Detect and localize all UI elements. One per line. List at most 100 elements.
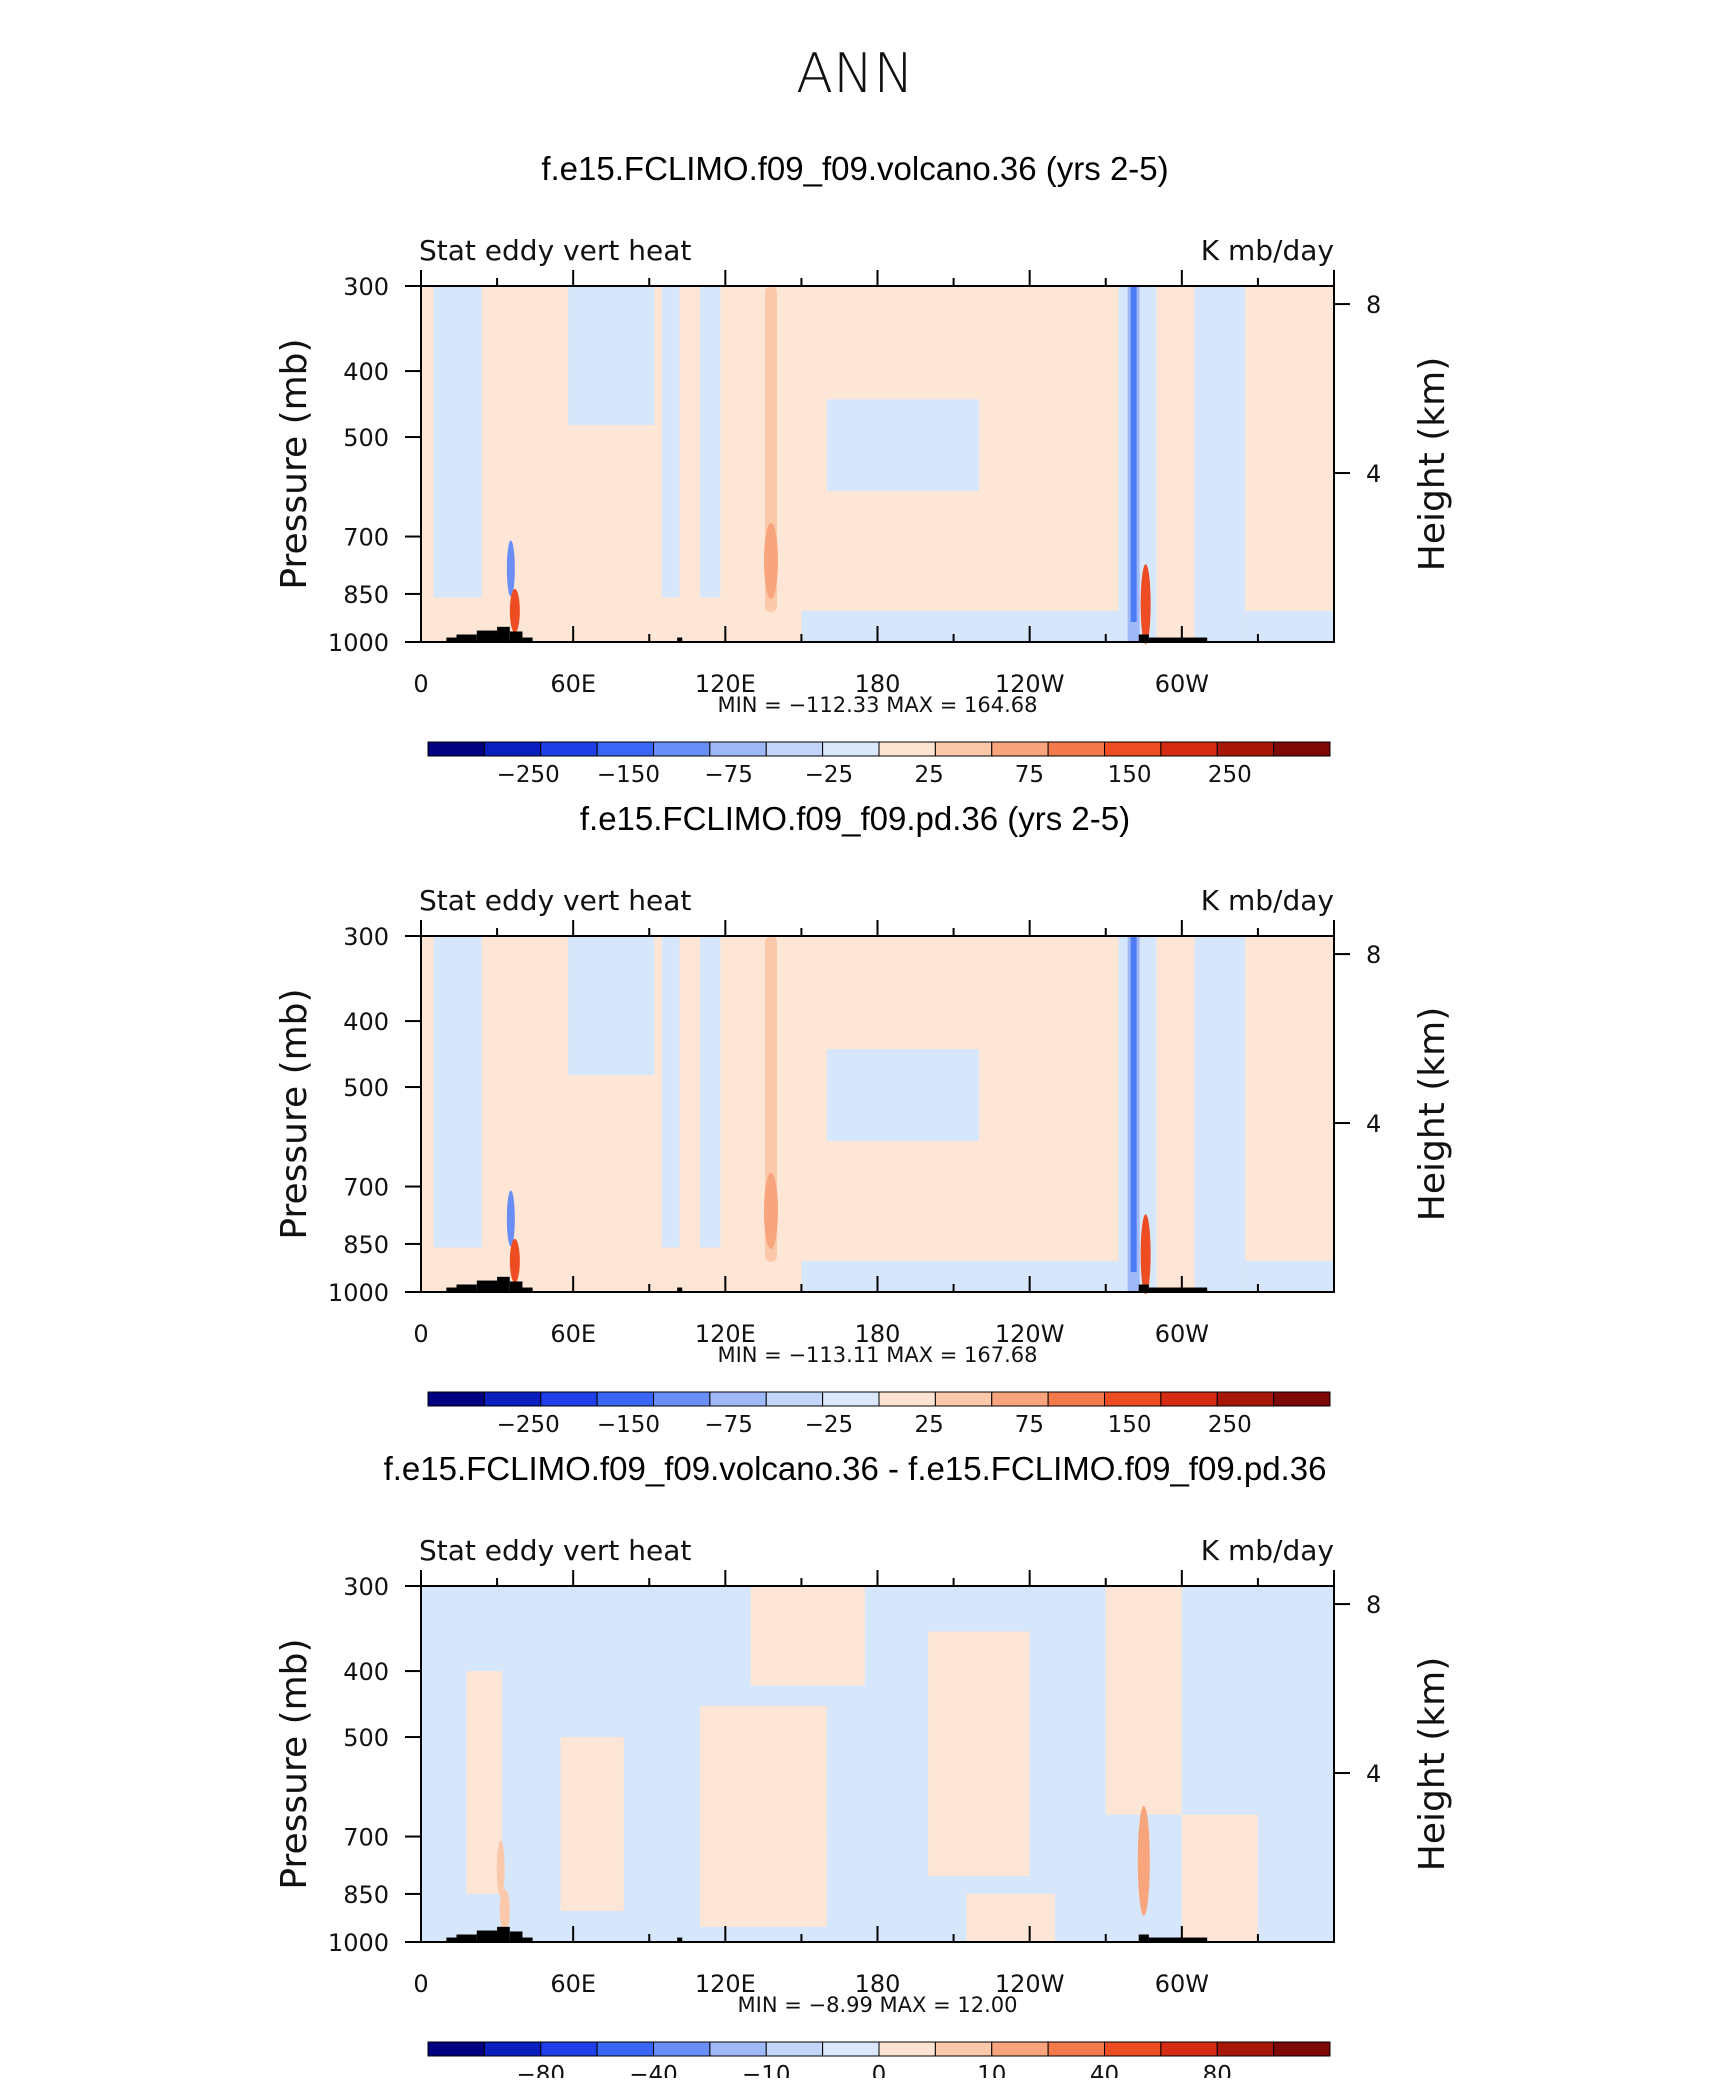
field-region bbox=[421, 1586, 467, 1942]
colorbar-box bbox=[878, 741, 936, 757]
colorbar-box bbox=[709, 2041, 767, 2057]
field-region bbox=[1194, 286, 1246, 642]
x-tick-label: 120E bbox=[695, 670, 756, 698]
colorbar-label: 75 bbox=[1015, 1412, 1044, 1438]
y-tick-label: 500 bbox=[343, 424, 389, 452]
y2-tick-label: 4 bbox=[1366, 460, 1381, 488]
colorbar-box bbox=[483, 1391, 542, 1407]
panel-plot: Stat eddy vert heat K mb/day 0 60E 120E 180 12… bbox=[274, 1534, 1453, 2078]
y-tick-label: 500 bbox=[343, 1724, 389, 1752]
units-label: K mb/day bbox=[1201, 884, 1334, 917]
colorbar-box bbox=[991, 741, 1049, 757]
positive-spot bbox=[509, 1238, 520, 1283]
topography bbox=[446, 637, 457, 642]
x-tick-label: 120W bbox=[995, 670, 1065, 698]
minor-spot bbox=[506, 1190, 515, 1247]
field-region bbox=[1156, 936, 1195, 1292]
y2-axis-label: Height (km) bbox=[1412, 1007, 1453, 1221]
field-region bbox=[826, 399, 979, 491]
panel-pd: f.e15.FCLIMO.f09_f09.pd.36 (yrs 2-5) Sta… bbox=[0, 800, 1710, 1440]
colorbar-box bbox=[878, 1391, 936, 1407]
x-tick-label: 0 bbox=[413, 670, 428, 698]
topography bbox=[522, 637, 533, 642]
colorbar-box bbox=[1216, 2041, 1275, 2057]
field-region bbox=[699, 936, 721, 1261]
panel-title: f.e15.FCLIMO.f09_f09.volcano.36 - f.e15.… bbox=[383, 1450, 1327, 1487]
negative-streak-core bbox=[1130, 936, 1137, 1272]
colorbar-box bbox=[709, 741, 767, 757]
field-region bbox=[535, 448, 553, 642]
colorbar-label: −25 bbox=[805, 1412, 854, 1438]
colorbar-label: −250 bbox=[497, 762, 560, 788]
y-tick-label: 400 bbox=[343, 1658, 389, 1686]
y-tick-label: 700 bbox=[343, 524, 389, 552]
colorbar-label: −25 bbox=[805, 762, 854, 788]
y-tick-label: 300 bbox=[343, 923, 389, 951]
stats-label: MIN = −112.33 MAX = 164.68 bbox=[717, 693, 1037, 717]
topography bbox=[1138, 634, 1149, 642]
x-tick-label: 120E bbox=[695, 1320, 756, 1348]
x-tick-label: 60W bbox=[1155, 670, 1209, 698]
colorbar-label: 10 bbox=[977, 2062, 1006, 2078]
stats-label: MIN = −8.99 MAX = 12.00 bbox=[738, 1993, 1018, 2017]
colorbar-label: 150 bbox=[1108, 1412, 1152, 1438]
colorbar-box bbox=[596, 1391, 654, 1407]
panel-plot: Stat eddy vert heat K mb/day 0 60E 120E 180 12… bbox=[274, 234, 1453, 788]
topography bbox=[497, 626, 510, 642]
colorbar-box bbox=[540, 1391, 598, 1407]
topography bbox=[677, 1937, 683, 1942]
x-tick-label: 0 bbox=[413, 1320, 428, 1348]
y2-tick-label: 4 bbox=[1366, 1110, 1381, 1138]
colorbar-box bbox=[822, 741, 880, 757]
x-tick-label: 180 bbox=[855, 1970, 901, 1998]
field-region bbox=[568, 936, 655, 1075]
colorbar-box bbox=[765, 2041, 824, 2057]
topography bbox=[522, 1287, 533, 1292]
colorbar-box bbox=[822, 2041, 880, 2057]
colorbar-label: −80 bbox=[516, 2062, 565, 2078]
units-label: K mb/day bbox=[1201, 234, 1334, 267]
stats-label: MIN = −113.11 MAX = 167.68 bbox=[717, 1343, 1037, 1367]
positive-spot bbox=[509, 588, 520, 633]
x-tick-label: 60W bbox=[1155, 1320, 1209, 1348]
panel-volcano: f.e15.FCLIMO.f09_f09.volcano.36 (yrs 2-5… bbox=[0, 150, 1710, 790]
y2-axis-label: Height (km) bbox=[1412, 1657, 1453, 1871]
y-tick-label: 300 bbox=[343, 273, 389, 301]
field-region bbox=[421, 936, 434, 1292]
colorbar-label: −75 bbox=[704, 1412, 753, 1438]
field-region bbox=[466, 1671, 503, 1894]
colorbar-box bbox=[991, 2041, 1049, 2057]
field-region bbox=[699, 1705, 827, 1927]
topography bbox=[456, 1284, 477, 1292]
positive-spot bbox=[1140, 564, 1151, 645]
field-region bbox=[801, 610, 1132, 642]
colorbar-box bbox=[934, 1391, 993, 1407]
y-axis-label: Pressure (mb) bbox=[274, 1638, 315, 1889]
colorbar-box bbox=[1160, 741, 1218, 757]
field-region bbox=[679, 936, 802, 1292]
x-tick-label: 60W bbox=[1155, 1970, 1209, 1998]
y-tick-label: 1000 bbox=[328, 1929, 389, 1957]
y-tick-label: 700 bbox=[343, 1824, 389, 1852]
y-tick-label: 1000 bbox=[328, 1279, 389, 1307]
colorbar-box bbox=[709, 1391, 767, 1407]
y-tick-label: 700 bbox=[343, 1174, 389, 1202]
colorbar-box bbox=[427, 741, 485, 757]
topography bbox=[1138, 1284, 1149, 1292]
positive-streak bbox=[1137, 1805, 1150, 1916]
field-region bbox=[966, 1893, 1056, 1942]
colorbar-label: 0 bbox=[872, 2062, 887, 2078]
field-region bbox=[433, 286, 482, 611]
colorbar-box bbox=[540, 2041, 598, 2057]
topography bbox=[677, 637, 683, 642]
positive-streak-core bbox=[763, 522, 778, 599]
topography bbox=[509, 1931, 523, 1942]
y2-tick-label: 8 bbox=[1366, 291, 1381, 319]
field-region bbox=[661, 286, 680, 642]
topography bbox=[476, 1930, 498, 1942]
y-tick-label: 850 bbox=[343, 1231, 389, 1259]
topography bbox=[1148, 1937, 1208, 1942]
colorbar-label: 40 bbox=[1090, 2062, 1119, 2078]
y-axis-label: Pressure (mb) bbox=[274, 338, 315, 589]
colorbar-box bbox=[934, 741, 993, 757]
